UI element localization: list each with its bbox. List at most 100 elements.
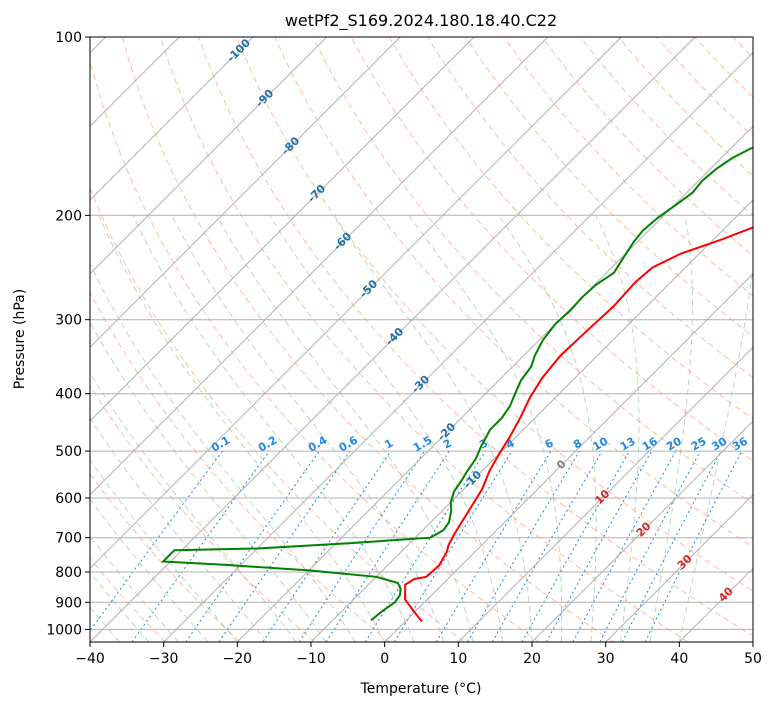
mixing-ratio-line bbox=[521, 450, 630, 642]
mixing-ratio-line bbox=[599, 450, 701, 642]
dry-adiabat bbox=[694, 37, 753, 98]
isotherm-line bbox=[752, 641, 753, 642]
moist-adiabat bbox=[498, 215, 597, 642]
moist-adiabat bbox=[90, 262, 356, 642]
dry-adiabat bbox=[426, 37, 753, 378]
y-tick-label: 100 bbox=[55, 30, 82, 46]
y-tick-label: 800 bbox=[55, 565, 82, 581]
moist-adiabat bbox=[216, 215, 474, 642]
moist-adiabat bbox=[90, 498, 209, 642]
moist-adiabat bbox=[90, 535, 179, 642]
dewpoint-line bbox=[160, 146, 753, 622]
x-tick-label: 20 bbox=[523, 651, 541, 667]
grid-lines bbox=[90, 37, 753, 630]
mixing-ratio-label: 6 bbox=[543, 436, 556, 451]
mixing-ratio-line bbox=[467, 450, 580, 642]
profile-lines bbox=[160, 146, 753, 623]
isotherm-line bbox=[90, 37, 475, 422]
skewed-isotherms bbox=[90, 37, 753, 642]
moist-adiabat bbox=[649, 215, 693, 642]
y-tick-label: 300 bbox=[55, 313, 82, 329]
isotherm-line bbox=[163, 51, 753, 642]
mixing-ratio-label: 1 bbox=[382, 437, 395, 452]
moist-adiabat bbox=[90, 371, 297, 642]
x-tick-label: −30 bbox=[149, 651, 179, 667]
isotherm-line bbox=[310, 199, 753, 642]
x-tick-label: −40 bbox=[75, 651, 105, 667]
isotherm-line bbox=[90, 37, 401, 349]
y-tick-label: 900 bbox=[55, 595, 82, 611]
isotherm-line bbox=[457, 346, 753, 642]
dry-adiabat bbox=[90, 186, 465, 642]
mixing-ratio-line bbox=[393, 450, 513, 642]
mixing-ratio-line bbox=[90, 450, 223, 632]
moist-adiabat bbox=[171, 215, 445, 642]
y-tick-label: 600 bbox=[55, 491, 82, 507]
dry-adiabat bbox=[159, 37, 689, 642]
x-tick-label: 50 bbox=[744, 651, 762, 667]
chart-title: wetPf2_S169.2024.180.18.40.C22 bbox=[285, 11, 557, 31]
x-tick-label: −10 bbox=[296, 651, 326, 667]
y-tick-label: 700 bbox=[55, 531, 82, 547]
isotherm-line bbox=[605, 493, 753, 642]
dry-adiabat bbox=[274, 37, 753, 548]
dry-adiabat bbox=[312, 37, 753, 505]
isotherm-line bbox=[90, 37, 622, 570]
axes: −40 −30 −20 −10 0 10 20 30 40 50 100 200 300 400 500 60… bbox=[46, 30, 762, 667]
moist-adiabat bbox=[332, 215, 533, 642]
mixing-ratio-line bbox=[325, 450, 450, 642]
x-tick-label: −20 bbox=[223, 651, 253, 667]
dry-adiabat bbox=[503, 37, 753, 297]
dry-adiabat bbox=[236, 37, 753, 592]
x-tick-label: 0 bbox=[380, 651, 389, 667]
moist-adiabat bbox=[90, 417, 268, 642]
background-lines bbox=[90, 37, 775, 642]
isotherm-line bbox=[90, 37, 549, 496]
temperature-line bbox=[404, 226, 753, 623]
moist-adiabat bbox=[90, 321, 327, 642]
isotherm-line bbox=[90, 37, 254, 201]
dry-adiabat bbox=[350, 37, 753, 462]
isotherm-line bbox=[90, 37, 696, 642]
mixing-ratio-line bbox=[185, 450, 320, 642]
x-tick-label: 10 bbox=[449, 651, 467, 667]
dry-adiabat bbox=[90, 472, 241, 642]
y-tick-label: 1000 bbox=[46, 622, 82, 638]
isopleth-labels: 0.1 0.2 0.4 0.6 1 1.5 2 3 4 6 8 10 13 16 20 25 30 36-100-… bbox=[209, 37, 750, 605]
dry-adiabat bbox=[465, 37, 753, 338]
x-tick-label: 40 bbox=[670, 651, 688, 667]
isotherm-line bbox=[531, 420, 753, 642]
mixing-ratio-line bbox=[644, 450, 743, 642]
dry-adiabat bbox=[771, 37, 775, 642]
dry-adiabat bbox=[90, 291, 390, 642]
isotherm-line bbox=[236, 125, 753, 642]
mixing-ratio-line bbox=[298, 450, 425, 642]
mixing-ratio-line bbox=[545, 450, 653, 642]
dry-adiabat bbox=[732, 37, 753, 59]
mixing-ratio-line bbox=[572, 450, 677, 642]
moist-adiabat bbox=[132, 215, 415, 642]
moist-adiabat bbox=[678, 263, 753, 642]
y-tick-label: 200 bbox=[55, 208, 82, 224]
moist-adiabat bbox=[595, 215, 640, 642]
mixing-ratio-line bbox=[364, 450, 486, 642]
mixing-ratio-line bbox=[491, 450, 603, 642]
y-tick-label: 500 bbox=[55, 444, 82, 460]
dry-adiabat bbox=[90, 384, 316, 642]
mixing-ratio-line bbox=[435, 450, 552, 642]
isotherm-line bbox=[678, 567, 753, 642]
y-tick-label: 400 bbox=[55, 387, 82, 403]
y-axis-label: Pressure (hPa) bbox=[12, 289, 28, 389]
isotherm-line bbox=[384, 272, 753, 642]
dry-adiabat bbox=[388, 37, 753, 420]
mixing-ratio-line bbox=[621, 450, 722, 642]
isotherm-line bbox=[90, 37, 328, 275]
dry-adiabat bbox=[90, 59, 540, 642]
moist-adiabat bbox=[98, 215, 386, 642]
moist-adiabat bbox=[90, 459, 238, 642]
moist-adiabat bbox=[408, 215, 563, 642]
dry-adiabat bbox=[121, 37, 614, 642]
dry-adiabat bbox=[656, 37, 753, 138]
